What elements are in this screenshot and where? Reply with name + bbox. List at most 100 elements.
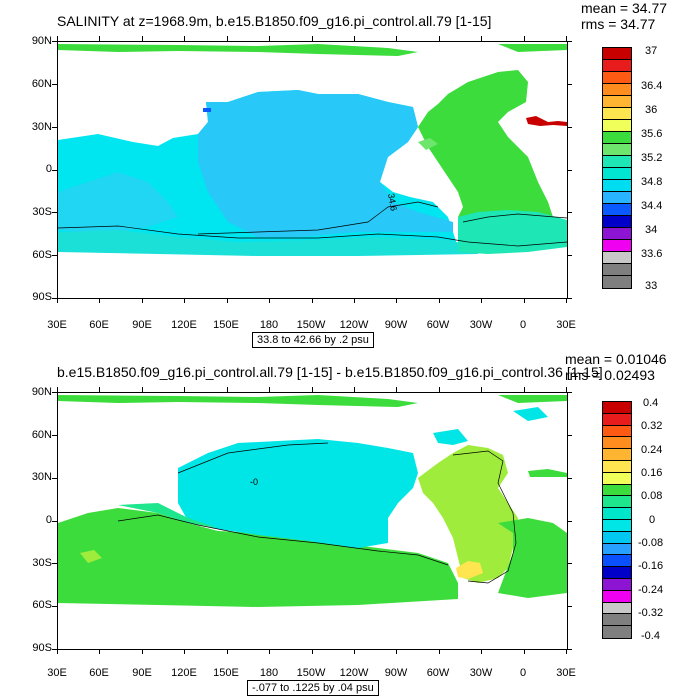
tick-mark — [481, 36, 483, 41]
tick-mark — [52, 83, 57, 85]
panel1-cbar-label-34-8: 34.8 — [641, 176, 663, 188]
panel1-lon-60e: 60E — [89, 319, 109, 331]
panel2-lat-90n: 90N — [31, 386, 52, 398]
tick-mark — [396, 387, 398, 392]
panel2-mean: mean = 0.01046 — [565, 351, 667, 367]
colorbar-swatch — [603, 180, 631, 192]
colorbar-swatch — [603, 48, 631, 60]
panel2-lon-30e: 30E — [47, 667, 67, 679]
tick-mark — [523, 36, 525, 41]
colorbar-swatch — [603, 590, 631, 603]
panel2-cbar-label-neg-0-08: -0.08 — [638, 537, 664, 549]
tick-mark — [52, 41, 57, 42]
colorbar-swatch — [603, 543, 631, 556]
colorbar-swatch — [603, 602, 631, 615]
tick-mark — [52, 392, 57, 393]
panel2-lon-150w: 150W — [296, 667, 326, 679]
panel2-lon-90w: 90W — [384, 667, 408, 679]
colorbar-swatch — [603, 156, 631, 168]
panel1-arctic — [58, 44, 418, 56]
panel1-map: 34.6 — [57, 41, 568, 299]
panel1-lon-150e: 150E — [213, 319, 239, 331]
panel1-lat-30n: 30N — [31, 121, 52, 133]
tick-mark — [99, 649, 101, 654]
tick-mark — [184, 36, 186, 41]
tick-mark — [567, 212, 572, 214]
colorbar-swatch — [603, 567, 631, 579]
colorbar-swatch — [603, 276, 631, 288]
panel1-contour-label: 34.6 — [386, 193, 399, 212]
tick-mark — [184, 649, 186, 654]
panel1-cbar-label-37: 37 — [645, 45, 658, 57]
panel1-lon-30w: 30W — [469, 319, 493, 331]
tick-mark — [57, 36, 58, 41]
panel2-map: -0 — [57, 392, 568, 650]
tick-mark — [567, 520, 572, 522]
panel1-arctic-east — [498, 44, 567, 52]
panel2-lon-120w: 120W — [339, 667, 369, 679]
colorbar-swatch — [603, 204, 631, 216]
colorbar-swatch — [603, 555, 631, 568]
colorbar-swatch — [603, 240, 631, 252]
panel2-cbar-label-0-24: 0.24 — [641, 444, 663, 456]
panel2-lon-30w: 30W — [469, 667, 493, 679]
tick-mark — [52, 212, 57, 214]
panel1-colorbar — [602, 47, 632, 289]
tick-mark — [523, 649, 525, 654]
colorbar-swatch — [603, 192, 631, 204]
panel2-colorbar — [602, 401, 632, 639]
tick-mark — [184, 298, 186, 303]
panel2-cbar-label-neg-0-4: -0.4 — [641, 630, 660, 642]
tick-mark — [567, 477, 572, 479]
tick-mark — [52, 606, 57, 608]
tick-mark — [269, 387, 271, 392]
colorbar-swatch — [603, 496, 631, 509]
tick-mark — [99, 36, 101, 41]
tick-mark — [269, 649, 271, 654]
tick-mark — [438, 298, 440, 303]
colorbar-swatch — [603, 84, 631, 96]
panel1-cbar-label-36: 36 — [645, 104, 658, 116]
panel1-contour-southern — [58, 225, 567, 247]
colorbar-swatch — [603, 108, 631, 120]
tick-mark — [438, 36, 440, 41]
panel2-lat-90s: 90S — [32, 642, 52, 654]
panel2-yellow-patch — [456, 561, 483, 579]
tick-mark — [269, 298, 271, 303]
colorbar-swatch — [603, 460, 631, 473]
panel2-lon-60e: 60E — [89, 667, 109, 679]
tick-mark — [226, 298, 228, 303]
colorbar-swatch — [603, 168, 631, 180]
tick-mark — [567, 83, 572, 85]
tick-mark — [311, 36, 313, 41]
colorbar-swatch — [603, 402, 631, 414]
tick-mark — [99, 298, 101, 303]
colorbar-swatch — [603, 578, 631, 591]
panel1-lat-0: 0 — [45, 163, 52, 175]
tick-mark — [52, 434, 57, 436]
panel1-lon-120w: 120W — [339, 319, 369, 331]
panel2-atlantic — [418, 445, 518, 583]
panel1-pacific-core — [198, 90, 453, 237]
panel1-contour-34-6 — [197, 201, 439, 235]
panel2-lat-30s: 30S — [32, 557, 52, 569]
colorbar-swatch — [603, 72, 631, 84]
colorbar-swatch — [603, 144, 631, 156]
tick-mark — [353, 298, 355, 303]
tick-mark — [52, 169, 57, 171]
panel2-contour-label: -0 — [250, 477, 258, 487]
panel2-cbar-label-0-32: 0.32 — [641, 420, 663, 432]
panel2-contour-atlantic — [452, 450, 517, 584]
panel2-range-label: -.077 to .1225 by .04 psu — [247, 680, 379, 696]
panel2-mediterranean — [528, 469, 567, 477]
panel1-lat-90s: 90S — [32, 291, 52, 303]
panel1-lat-90n: 90N — [31, 35, 52, 47]
tick-mark — [567, 126, 572, 128]
colorbar-swatch — [603, 508, 631, 520]
tick-mark — [566, 649, 567, 654]
colorbar-swatch — [603, 472, 631, 485]
tick-mark — [57, 387, 58, 392]
panel1-cbar-label-36-4: 36.4 — [641, 80, 663, 92]
colorbar-swatch — [603, 519, 631, 532]
panel2-lat-0: 0 — [45, 514, 52, 526]
